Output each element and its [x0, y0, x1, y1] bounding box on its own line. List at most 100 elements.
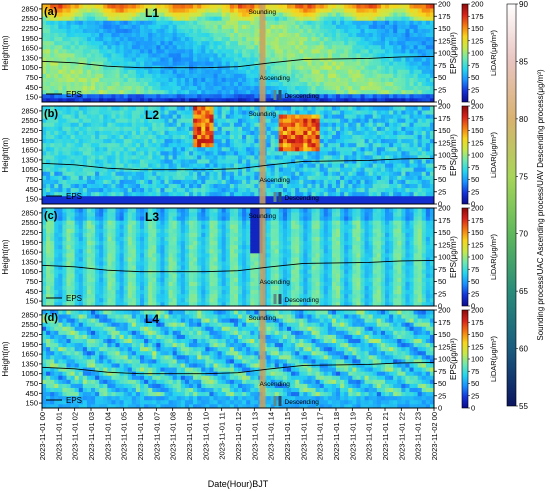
eps-tick-label: 50 [438, 175, 446, 184]
heatmap-cell [380, 142, 386, 148]
heatmap-cell [344, 118, 349, 123]
heatmap-cell [425, 61, 431, 66]
heatmap-cell [291, 65, 296, 70]
heatmap-cell [189, 142, 194, 148]
heatmap-cell [233, 126, 239, 131]
heatmap-cell [429, 171, 435, 176]
heatmap-cell [213, 24, 218, 29]
heatmap-cell [278, 134, 284, 140]
heatmap-cell [119, 77, 125, 82]
heatmap-cell [123, 20, 129, 25]
heatmap-cell [364, 12, 370, 17]
heatmap-cell [164, 146, 169, 152]
heatmap-cell [58, 85, 63, 91]
heatmap-cell [107, 191, 112, 197]
heatmap-cell [348, 130, 353, 135]
heatmap-cell [323, 150, 329, 156]
eps-tick-label: 200 [438, 0, 451, 9]
heatmap-cell [409, 163, 414, 168]
heatmap-cell [160, 187, 165, 193]
heatmap-cell [352, 57, 357, 62]
heatmap-cell [144, 175, 149, 180]
heatmap-cell [70, 167, 76, 172]
heatmap-cell [115, 65, 120, 70]
heatmap-cell [172, 183, 178, 189]
heatmap-cell [213, 53, 218, 58]
heatmap-cell [160, 126, 165, 131]
heatmap-cell [282, 146, 288, 152]
heatmap-cell [58, 216, 63, 221]
heatmap-cell [54, 53, 59, 58]
heatmap-cell [205, 191, 210, 197]
heatmap-cell [311, 48, 316, 54]
heatmap-cell [82, 167, 88, 172]
heatmap-cell [385, 175, 390, 180]
heatmap-cell [385, 20, 390, 25]
heatmap-cell [107, 32, 112, 38]
heatmap-cell [119, 65, 125, 70]
heatmap-cell [127, 106, 133, 111]
heatmap-cell [376, 110, 382, 115]
heatmap-cell [184, 183, 190, 189]
heatmap-cell [78, 65, 84, 70]
heatmap-cell [287, 73, 292, 78]
heatmap-cell [287, 81, 292, 87]
heatmap-cell [86, 4, 92, 9]
heatmap-cell [274, 44, 280, 50]
heatmap-cell [229, 16, 235, 21]
heatmap-cell [209, 89, 214, 95]
descending-label: Descending [285, 195, 320, 202]
heatmap-cell [197, 150, 202, 156]
heatmap-cell [164, 155, 169, 160]
heatmap-cell [42, 53, 47, 58]
heatmap-cell [405, 24, 410, 29]
heatmap-cell [111, 126, 116, 131]
heatmap-cell [380, 24, 386, 29]
heatmap-cell [401, 69, 406, 74]
heatmap-cell [327, 195, 333, 201]
heatmap-cell [197, 93, 202, 99]
heatmap-cell [421, 138, 427, 144]
heatmap-cell [46, 53, 51, 58]
heatmap-cell [299, 146, 304, 152]
heatmap-cell [42, 28, 47, 33]
heatmap-cell [193, 20, 198, 25]
heatmap-cell [95, 28, 100, 33]
heatmap-cell [50, 4, 55, 9]
heatmap-cell [397, 159, 402, 164]
heatmap-cell [209, 48, 214, 54]
heatmap-cell [287, 32, 292, 38]
heatmap-cell [397, 57, 402, 62]
heatmap-cell [107, 163, 112, 168]
heatmap-cell [221, 130, 227, 135]
heatmap-cell [401, 175, 406, 180]
heatmap-cell [99, 171, 104, 176]
heatmap-cell [393, 167, 398, 172]
heatmap-cell [291, 61, 296, 66]
heatmap-cell [429, 118, 435, 123]
heatmap-cell [360, 146, 365, 152]
heatmap-cell [70, 53, 76, 58]
heatmap-cell [58, 220, 63, 225]
heatmap-cell [225, 163, 231, 168]
heatmap-cell [46, 175, 51, 180]
heatmap-cell [95, 89, 100, 95]
heatmap-cell [319, 179, 325, 184]
heatmap-cell [86, 69, 92, 74]
descending-label: Descending [285, 93, 320, 100]
heatmap-cell [62, 97, 67, 103]
heatmap-cell [352, 130, 357, 135]
heatmap-cell [356, 163, 361, 168]
heatmap-cell [274, 110, 280, 115]
heatmap-cell [348, 8, 353, 13]
heatmap-cell [246, 48, 251, 54]
heatmap-cell [372, 163, 378, 168]
heatmap-cell [405, 97, 410, 103]
heatmap-cell [242, 69, 247, 74]
heatmap-cell [50, 146, 55, 152]
heatmap-cell [233, 48, 239, 54]
heatmap-cell [131, 20, 137, 25]
heatmap-cell [144, 57, 149, 62]
heatmap-cell [180, 24, 186, 29]
heatmap-cell [103, 32, 108, 38]
